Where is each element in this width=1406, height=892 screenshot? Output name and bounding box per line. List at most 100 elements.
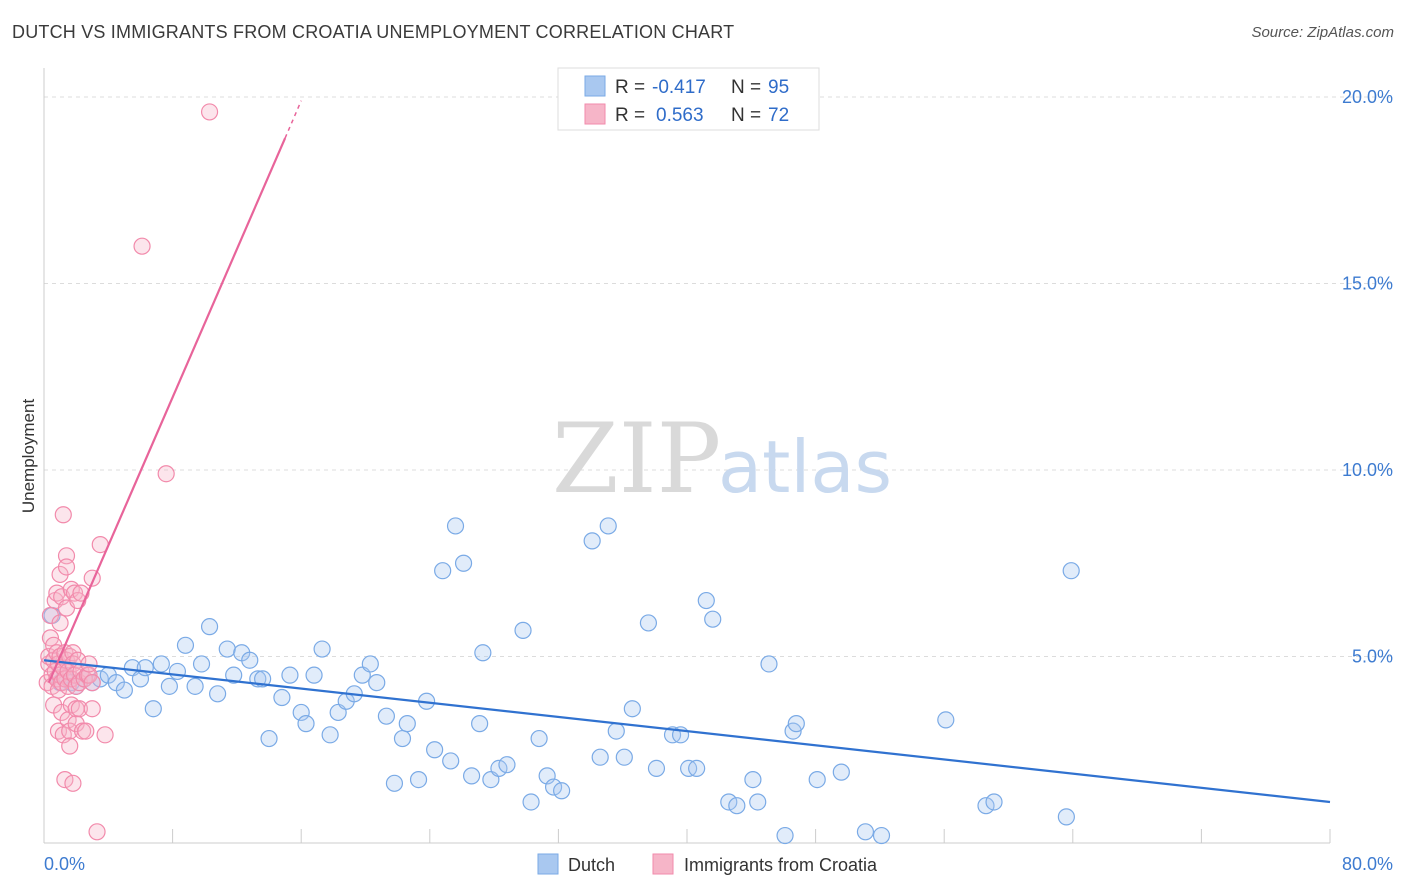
dutch-point (192, 655, 211, 673)
data-points (38, 103, 1080, 845)
croatia-trend-extension (284, 100, 302, 139)
dutch-point (474, 644, 492, 662)
dutch-point (530, 729, 548, 748)
dutch-point (385, 774, 404, 792)
dutch-point (446, 517, 465, 535)
dutch-point (522, 793, 540, 811)
dutch-point (225, 666, 243, 684)
legend-n-label-1: N = (731, 77, 761, 98)
dutch-point (209, 685, 227, 703)
croatia-point (56, 770, 74, 789)
bottom-legend-swatch-dutch (537, 853, 559, 875)
axes (43, 68, 1331, 844)
dutch-point (273, 688, 291, 707)
dutch-point (321, 726, 339, 744)
y-tick-labels: 5.0% 10.0% 15.0% 20.0% (1342, 87, 1393, 667)
dutch-point (186, 677, 204, 695)
dutch-point (599, 517, 617, 535)
dutch-point (361, 655, 379, 673)
dutch-point (260, 729, 278, 748)
legend-r-value-2: 0.563 (656, 105, 704, 126)
dutch-point (313, 640, 331, 658)
legend-swatch-croatia (584, 103, 606, 125)
dutch-point (152, 655, 170, 673)
dutch-point (544, 778, 563, 796)
x-tick-label: 80.0% (1342, 854, 1393, 874)
dutch-point (176, 636, 195, 654)
croatia-point (83, 700, 101, 718)
dutch-point (639, 614, 658, 632)
dutch-point (553, 782, 571, 800)
dutch-point (292, 703, 310, 722)
y-tick-label: 20.0% (1342, 87, 1393, 107)
dutch-point (688, 759, 706, 778)
dutch-point (937, 711, 955, 729)
dutch-point (856, 823, 875, 841)
dutch-point (471, 715, 489, 733)
dutch-point (647, 759, 666, 778)
dutch-point (241, 651, 259, 669)
dutch-point (168, 662, 187, 681)
legend-box: R = -0.417 N = 95 R = 0.563 N = 72 (557, 67, 820, 131)
croatia-point (83, 674, 101, 692)
croatia-point (57, 558, 76, 576)
dutch-point (462, 767, 481, 785)
croatia-point (77, 722, 95, 740)
dutch-point (490, 759, 508, 778)
bottom-legend-label-dutch: Dutch (568, 855, 615, 875)
dutch-point (297, 715, 315, 733)
dutch-point (985, 793, 1003, 811)
dutch-point (514, 621, 532, 639)
dutch-point (787, 715, 805, 733)
dutch-point (144, 700, 162, 718)
dutch-point (136, 659, 154, 677)
legend-swatch-dutch (584, 75, 606, 97)
dutch-point (115, 681, 133, 699)
trend-lines (43, 100, 1331, 804)
croatia-point (133, 237, 151, 255)
dutch-point (583, 532, 601, 550)
legend-r-value-1: -0.417 (652, 77, 706, 98)
dutch-point (409, 770, 428, 789)
dutch-point (704, 610, 722, 628)
croatia-point (61, 737, 79, 755)
dutch-point (454, 554, 473, 572)
dutch-point (426, 741, 444, 759)
croatia-point (96, 726, 114, 744)
y-tick-label: 5.0% (1352, 647, 1393, 667)
legend-n-value-2: 72 (768, 105, 789, 126)
x-tick-label: 0.0% (44, 854, 85, 874)
bottom-legend-label-croatia: Immigrants from Croatia (684, 855, 878, 875)
croatia-point (64, 774, 82, 792)
dutch-point (1057, 808, 1075, 826)
dutch-point (607, 722, 625, 740)
croatia-point (51, 614, 69, 632)
dutch-point (281, 666, 299, 684)
dutch-point (398, 715, 416, 733)
dutch-point (808, 770, 826, 789)
dutch-point (393, 729, 412, 748)
croatia-point (157, 465, 175, 483)
dutch-point (872, 826, 891, 845)
bottom-legend-swatch-croatia (652, 853, 674, 875)
croatia-point (54, 506, 72, 524)
dutch-point (591, 748, 609, 766)
dutch-point (744, 770, 762, 789)
legend-r-label-1: R = (615, 77, 645, 98)
watermark-zip: ZIP (552, 403, 721, 515)
dutch-trend-line (43, 659, 1331, 804)
x-tick-labels: 0.0% 80.0% (44, 854, 1393, 874)
dutch-point (728, 797, 746, 815)
dutch-point (776, 826, 794, 845)
dutch-point (305, 666, 323, 684)
y-axis-label: Unemployment (19, 399, 38, 514)
bottom-legend: Dutch Immigrants from Croatia (537, 853, 878, 875)
chart-title: DUTCH VS IMMIGRANTS FROM CROATIA UNEMPLO… (12, 22, 735, 42)
dutch-point (498, 756, 516, 774)
croatia-point (88, 823, 106, 841)
croatia-point (70, 700, 88, 718)
croatia-trend-line (47, 137, 287, 684)
dutch-point (977, 797, 995, 815)
dutch-point (160, 677, 178, 695)
